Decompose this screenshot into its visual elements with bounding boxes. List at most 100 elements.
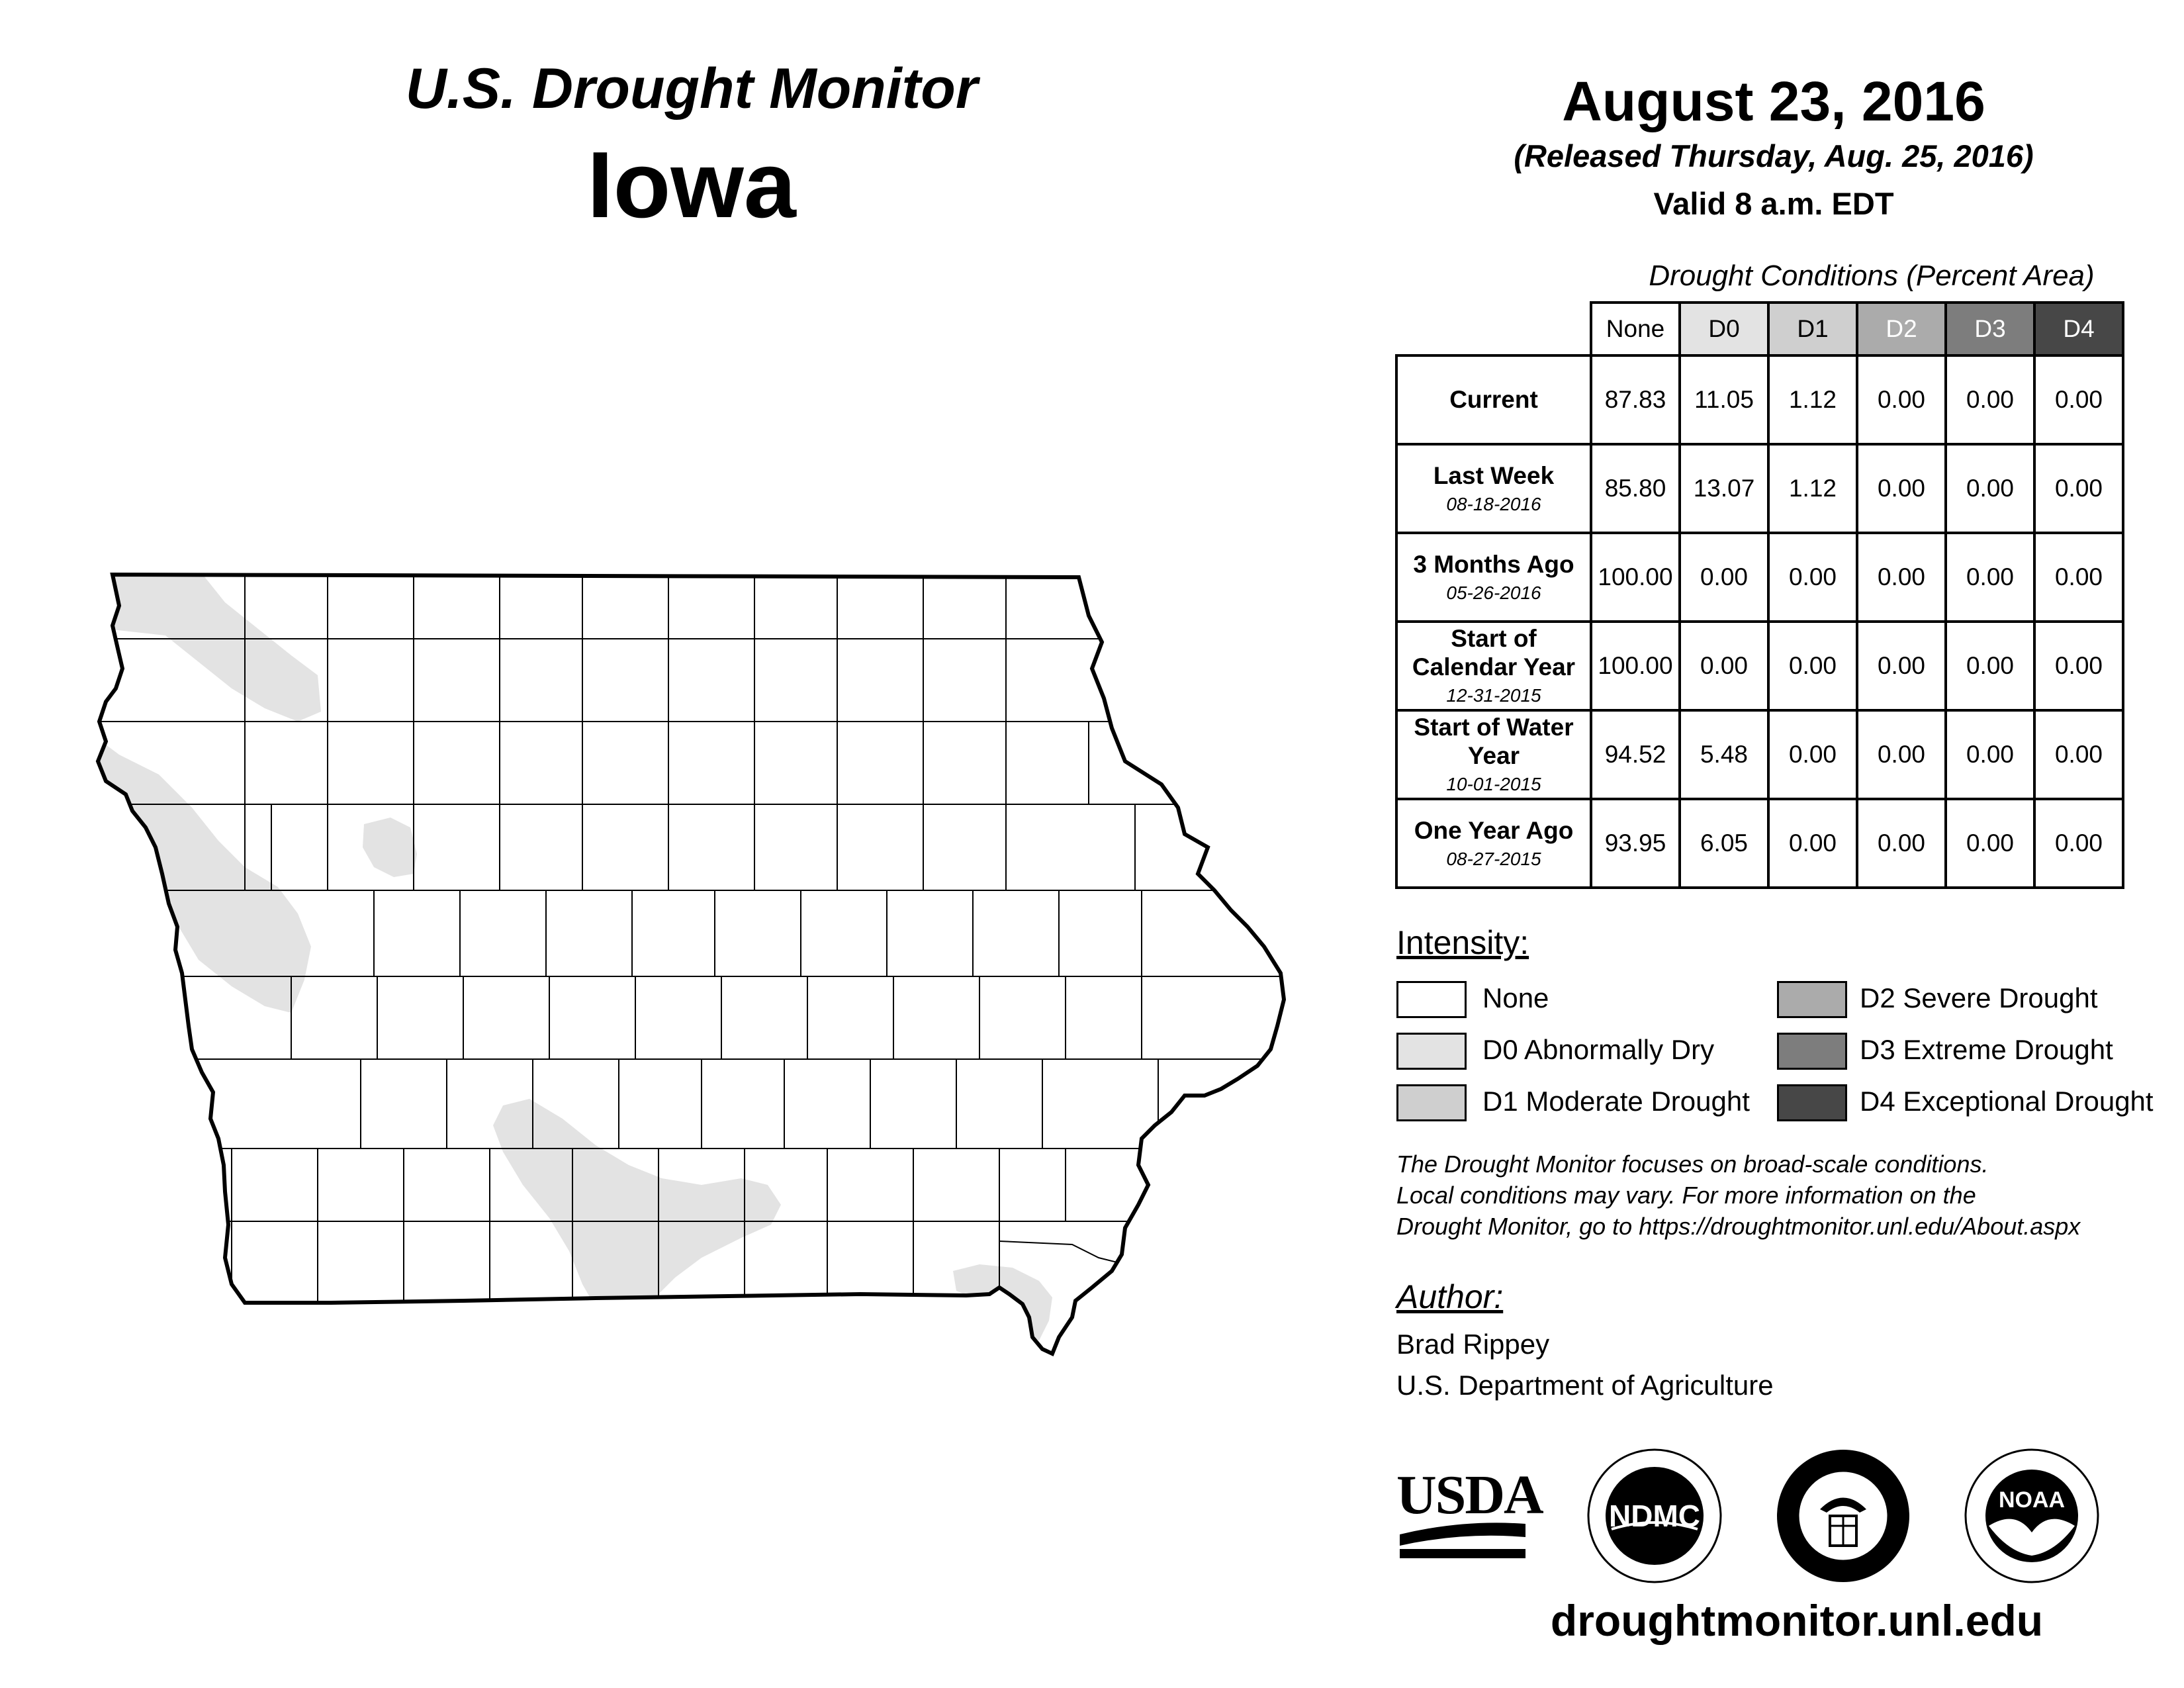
row-label-last-week: Last Week 08-18-2016 bbox=[1395, 443, 1592, 534]
row-date: 08-27-2015 bbox=[1446, 849, 1541, 870]
row-label-text: Start of Calendar Year bbox=[1412, 625, 1576, 680]
table-cell: 0.00 bbox=[1856, 354, 1947, 445]
author-block: Brad Rippey U.S. Department of Agricultu… bbox=[1396, 1324, 1774, 1406]
website-url[interactable]: droughtmonitor.unl.edu bbox=[1550, 1596, 2044, 1645]
d0-area-south-central bbox=[493, 1099, 781, 1307]
table-cell: 0.00 bbox=[1678, 620, 1770, 712]
row-label-3-months-ago: 3 Months Ago 05-26-2016 bbox=[1395, 532, 1592, 623]
legend-title: Intensity: bbox=[1396, 924, 1529, 961]
table-cell: 0.00 bbox=[1856, 443, 1947, 534]
row-label-start-calendar-year: Start of Calendar Year 12-31-2015 bbox=[1395, 620, 1592, 712]
row-label-text: Current bbox=[1449, 385, 1538, 413]
table-cell: 0.00 bbox=[1767, 620, 1858, 712]
legend-label: None bbox=[1482, 982, 1549, 1013]
legend-label: D3 Extreme Drought bbox=[1860, 1034, 2113, 1065]
county-line-southeast bbox=[999, 1241, 1126, 1265]
table-cell: 0.00 bbox=[1944, 709, 2036, 800]
table-cell: 0.00 bbox=[1856, 709, 1947, 800]
col-header-d4: D4 bbox=[2033, 301, 2124, 357]
table-cell: 0.00 bbox=[1767, 798, 1858, 889]
legend-label: D1 Moderate Drought bbox=[1482, 1086, 1750, 1117]
county-lines bbox=[98, 575, 1284, 1304]
table-cell: 0.00 bbox=[2033, 709, 2124, 800]
author-heading: Author: bbox=[1396, 1278, 1504, 1315]
county-grid-vertical bbox=[231, 575, 1159, 1304]
table-row: Start of Calendar Year 12-31-2015 100.00 … bbox=[1395, 620, 2124, 712]
ndmc-logo-text: NDMC bbox=[1609, 1499, 1700, 1533]
table-cell: 85.80 bbox=[1590, 443, 1681, 534]
table-cell: 0.00 bbox=[1856, 798, 1947, 889]
noaa-seal bbox=[1964, 1448, 2099, 1583]
col-header-none: None bbox=[1590, 301, 1681, 357]
col-header-d0: D0 bbox=[1678, 301, 1770, 357]
table-cell: 0.00 bbox=[1944, 443, 2036, 534]
table-cell: 0.00 bbox=[2033, 443, 2124, 534]
table-row: Last Week 08-18-2016 85.80 13.07 1.12 0.0… bbox=[1395, 443, 2124, 534]
table-cell: 0.00 bbox=[1944, 354, 2036, 445]
table-cell: 1.12 bbox=[1767, 354, 1858, 445]
usda-logo: USDA bbox=[1396, 1463, 1544, 1562]
d0-area-west-central bbox=[363, 818, 417, 877]
row-label-start-water-year: Start of Water Year 10-01-2015 bbox=[1395, 709, 1592, 800]
row-label-text: Start of Water Year bbox=[1414, 714, 1574, 769]
row-date: 08-18-2016 bbox=[1446, 494, 1541, 515]
author-org: U.S. Department of Agriculture bbox=[1396, 1370, 1774, 1401]
col-header-d3: D3 bbox=[1944, 301, 2036, 357]
table-cell: 11.05 bbox=[1678, 354, 1770, 445]
row-label-one-year-ago: One Year Ago 08-27-2015 bbox=[1395, 798, 1592, 889]
commerce-seal bbox=[1774, 1446, 1913, 1585]
table-cell: 0.00 bbox=[1944, 798, 2036, 889]
legend-swatch bbox=[1396, 1084, 1467, 1121]
table-corner bbox=[1396, 303, 1591, 355]
table-cell: 0.00 bbox=[1856, 620, 1947, 712]
table-cell: 0.00 bbox=[1944, 620, 2036, 712]
table-cell: 100.00 bbox=[1590, 620, 1681, 712]
usda-logo-swoosh bbox=[1400, 1523, 1525, 1558]
usda-logo-text: USDA bbox=[1396, 1464, 1544, 1526]
table-row: Current 87.83 11.05 1.12 0.00 0.00 0.00 bbox=[1395, 354, 2124, 445]
d0-area-northwest bbox=[106, 575, 321, 722]
legend-label: D2 Severe Drought bbox=[1860, 982, 2098, 1013]
table-cell: 0.00 bbox=[2033, 354, 2124, 445]
table-cell: 0.00 bbox=[1767, 532, 1858, 623]
legend-swatch bbox=[1777, 981, 1847, 1018]
table-cell: 93.95 bbox=[1590, 798, 1681, 889]
legend-label: D0 Abnormally Dry bbox=[1482, 1034, 1715, 1065]
table-cell: 13.07 bbox=[1678, 443, 1770, 534]
note-line: The Drought Monitor focuses on broad-sca… bbox=[1396, 1150, 1989, 1178]
row-label-text: Last Week bbox=[1433, 461, 1555, 489]
drought-conditions-table: None D0 D1 D2 D3 D4 Current 87.83 11.05 … bbox=[1395, 301, 2124, 889]
table-header-row: None D0 D1 D2 D3 D4 bbox=[1396, 301, 2124, 357]
table-cell: 100.00 bbox=[1590, 532, 1681, 623]
table-cell: 0.00 bbox=[2033, 798, 2124, 889]
note-line: Local conditions may vary. For more info… bbox=[1396, 1182, 1976, 1209]
table-cell: 5.48 bbox=[1678, 709, 1770, 800]
table-cell: 0.00 bbox=[1856, 532, 1947, 623]
release-date: (Released Thursday, Aug. 25, 2016) bbox=[1514, 138, 2034, 173]
county-grid-horizontal bbox=[98, 638, 1284, 1222]
table-cell: 1.12 bbox=[1767, 443, 1858, 534]
commerce-seal-graphic bbox=[1777, 1450, 1909, 1582]
table-row: One Year Ago 08-27-2015 93.95 6.05 0.00 0… bbox=[1395, 798, 2124, 889]
map-date: August 23, 2016 bbox=[1562, 70, 1985, 132]
ndmc-seal bbox=[1587, 1448, 1722, 1583]
table-cell: 0.00 bbox=[1944, 532, 2036, 623]
table-cell: 6.05 bbox=[1678, 798, 1770, 889]
table-cell: 0.00 bbox=[2033, 620, 2124, 712]
legend-swatch bbox=[1777, 1084, 1847, 1121]
table-cell: 87.83 bbox=[1590, 354, 1681, 445]
table-caption: Drought Conditions (Percent Area) bbox=[1649, 259, 2095, 292]
author-name: Brad Rippey bbox=[1396, 1329, 1550, 1360]
row-date: 10-01-2015 bbox=[1446, 774, 1541, 795]
disclaimer-note: The Drought Monitor focuses on broad-sca… bbox=[1396, 1149, 2177, 1242]
iowa-drought-map bbox=[0, 0, 1383, 1688]
row-label-text: One Year Ago bbox=[1414, 816, 1574, 844]
ndmc-logo: NDMC bbox=[1585, 1446, 1724, 1585]
noaa-logo: NOAA bbox=[1962, 1446, 2101, 1585]
table-cell: 0.00 bbox=[2033, 532, 2124, 623]
table-row: 3 Months Ago 05-26-2016 100.00 0.00 0.00 … bbox=[1395, 532, 2124, 623]
table-cell: 0.00 bbox=[1678, 532, 1770, 623]
map-title: U.S. Drought Monitor bbox=[405, 57, 978, 120]
valid-time: Valid 8 a.m. EDT bbox=[1653, 186, 1894, 221]
legend-swatch bbox=[1396, 1033, 1467, 1070]
